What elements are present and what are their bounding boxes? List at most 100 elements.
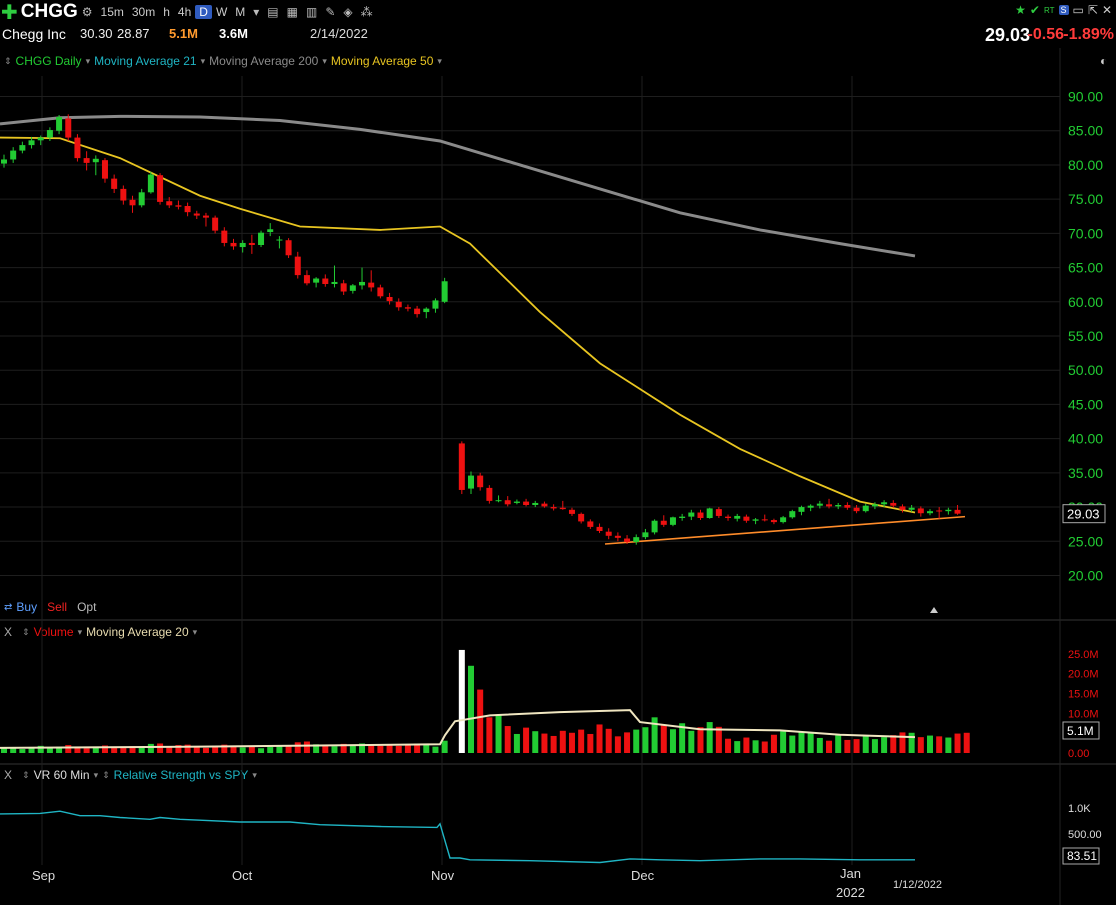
x-axis-label: 1/12/2022 bbox=[893, 879, 942, 891]
volume-bar bbox=[614, 736, 621, 753]
legend-ma21[interactable]: Moving Average 21 bbox=[94, 54, 197, 68]
volume-tick-label: 20.0M bbox=[1068, 669, 1099, 681]
timeframe-30m[interactable]: 30m bbox=[131, 5, 156, 19]
draw-icon[interactable]: ✎ bbox=[325, 5, 336, 19]
expand-arrows-icon[interactable]: ⇕ bbox=[4, 55, 12, 66]
price-change-pct: -1.89% bbox=[1063, 26, 1114, 43]
chevron-down-icon[interactable]: ▾ bbox=[252, 769, 257, 780]
share-icon[interactable]: ⁂ bbox=[360, 5, 373, 19]
rs-legend: X ⇕ VR 60 Min ▾ ⇕ Relative Strength vs S… bbox=[4, 768, 257, 782]
candle-body bbox=[945, 509, 952, 512]
vr-label[interactable]: VR 60 Min bbox=[33, 768, 90, 782]
close-icon[interactable]: ✕ bbox=[1101, 3, 1112, 17]
rs-close-button[interactable]: X bbox=[4, 768, 13, 782]
volume-last-box bbox=[1062, 721, 1100, 740]
chevron-down-icon[interactable]: ▾ bbox=[77, 626, 83, 637]
link-icon[interactable]: ✔ bbox=[1029, 3, 1040, 17]
settings-icon[interactable]: ⚙ bbox=[81, 5, 93, 19]
volume-bar bbox=[651, 717, 658, 753]
candle-body bbox=[495, 500, 502, 502]
timeframe-W[interactable]: W bbox=[215, 5, 228, 19]
volume-bar bbox=[414, 745, 421, 753]
timeframe-15m[interactable]: 15m bbox=[100, 5, 124, 19]
x-axis-label: Dec bbox=[631, 868, 655, 883]
candle-body bbox=[578, 513, 585, 522]
chevron-down-icon[interactable]: ▾ bbox=[192, 626, 198, 637]
price-tick-label: 25.00 bbox=[1068, 533, 1103, 549]
expand-arrows-icon[interactable]: ⇕ bbox=[22, 769, 30, 780]
volume-bar bbox=[945, 737, 952, 753]
x-axis-label: Sep bbox=[32, 868, 55, 883]
timeframe-D[interactable]: D bbox=[195, 5, 212, 19]
axes: 90.00 85.00 80.00 75.00 70.00 65.00 60.00 55.00… bbox=[32, 89, 1106, 900]
legend-series[interactable]: CHGG Daily bbox=[15, 54, 82, 68]
candle-body bbox=[908, 507, 915, 510]
chevron-down-icon[interactable]: ▾ bbox=[93, 769, 99, 780]
rs-line bbox=[0, 810, 915, 864]
candle-body bbox=[92, 158, 99, 163]
timeframe-M[interactable]: M bbox=[235, 5, 246, 19]
grid-icon[interactable]: ▦ bbox=[286, 5, 298, 19]
candle-body bbox=[404, 307, 411, 309]
favorite-star-icon[interactable]: ★ bbox=[1015, 3, 1026, 17]
candle-body bbox=[568, 509, 575, 514]
palette-icon[interactable]: ◐ bbox=[1100, 54, 1108, 68]
expand-arrows-icon[interactable]: ⇕ bbox=[102, 769, 110, 780]
candle-body bbox=[541, 503, 548, 507]
bars-icon[interactable]: ▥ bbox=[305, 5, 318, 19]
candle-body bbox=[349, 285, 356, 291]
buy-button[interactable]: Buy bbox=[16, 600, 38, 614]
price-tick-label: 75.00 bbox=[1068, 191, 1103, 207]
expand-icon[interactable]: ⇱ bbox=[1087, 3, 1098, 17]
add-symbol-icon[interactable]: ✚ bbox=[1, 1, 18, 24]
candle-body bbox=[881, 502, 888, 505]
timeframe-4h[interactable]: 4h bbox=[177, 5, 192, 19]
chevron-down-icon[interactable]: ▾ bbox=[200, 55, 206, 66]
volume-close-button[interactable]: X bbox=[4, 625, 13, 639]
volume-bar bbox=[624, 732, 631, 753]
volume-bar bbox=[19, 749, 26, 753]
candle-body bbox=[504, 500, 511, 505]
price-tick-label: 40.00 bbox=[1068, 431, 1103, 447]
marker-triangle bbox=[930, 607, 938, 613]
candle-body bbox=[74, 137, 81, 159]
candle-body bbox=[642, 532, 649, 538]
volume-bar bbox=[468, 665, 474, 753]
candle-body bbox=[725, 516, 732, 518]
volume-ma-label[interactable]: Moving Average 20 bbox=[86, 625, 189, 639]
candle-body bbox=[46, 130, 53, 138]
rs-label[interactable]: Relative Strength vs SPY bbox=[113, 768, 249, 782]
volume-bar bbox=[386, 744, 393, 753]
chevron-down-icon[interactable]: ▾ bbox=[322, 55, 327, 66]
volume-bar bbox=[504, 726, 511, 753]
volume-bar bbox=[322, 745, 329, 753]
candle-body bbox=[798, 507, 805, 512]
chevron-down-icon[interactable]: ▾ bbox=[85, 55, 91, 66]
expand-arrows-icon[interactable]: ⇕ bbox=[22, 626, 30, 637]
volume-label[interactable]: Volume bbox=[33, 625, 74, 639]
volume-bar bbox=[120, 747, 127, 753]
dropdown-icon[interactable]: ▾ bbox=[253, 5, 260, 19]
rs-pane bbox=[0, 810, 915, 864]
volume-bar bbox=[596, 724, 603, 753]
candle-body bbox=[614, 535, 621, 538]
volume-bar bbox=[1, 748, 7, 753]
legend-ma50[interactable]: Moving Average 50 bbox=[330, 54, 434, 68]
symbol-label[interactable]: CHGG bbox=[20, 1, 78, 22]
s-badge-icon[interactable]: S bbox=[1058, 5, 1069, 15]
opt-button[interactable]: Opt bbox=[77, 600, 97, 614]
candle-body bbox=[523, 501, 530, 505]
timeframe-h[interactable]: h bbox=[163, 5, 170, 19]
sell-button[interactable]: Sell bbox=[47, 600, 68, 614]
tag-icon[interactable]: ◈ bbox=[343, 5, 353, 19]
chart-type-icon[interactable]: ▤ bbox=[267, 5, 279, 19]
window-icon[interactable]: ▭ bbox=[1072, 3, 1084, 17]
legend-ma200[interactable]: Moving Average 200 bbox=[209, 54, 319, 68]
candle-body bbox=[486, 487, 493, 501]
candle-body bbox=[212, 217, 219, 231]
x-axis-label: Oct bbox=[232, 868, 253, 883]
volume-bar bbox=[789, 735, 796, 753]
chevron-down-icon[interactable]: ▾ bbox=[437, 55, 442, 66]
candle-body bbox=[184, 206, 191, 213]
